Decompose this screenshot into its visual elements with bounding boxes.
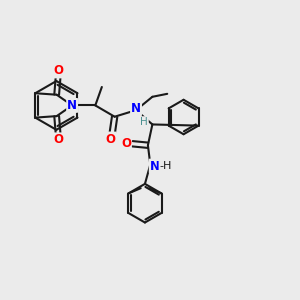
Text: O: O bbox=[53, 134, 63, 146]
Text: N: N bbox=[150, 160, 160, 172]
Text: N: N bbox=[67, 99, 77, 112]
Text: H: H bbox=[140, 117, 148, 127]
Text: -H: -H bbox=[160, 161, 172, 171]
Text: N: N bbox=[131, 102, 141, 115]
Text: O: O bbox=[106, 133, 116, 146]
Text: O: O bbox=[121, 137, 131, 150]
Text: O: O bbox=[53, 64, 63, 77]
